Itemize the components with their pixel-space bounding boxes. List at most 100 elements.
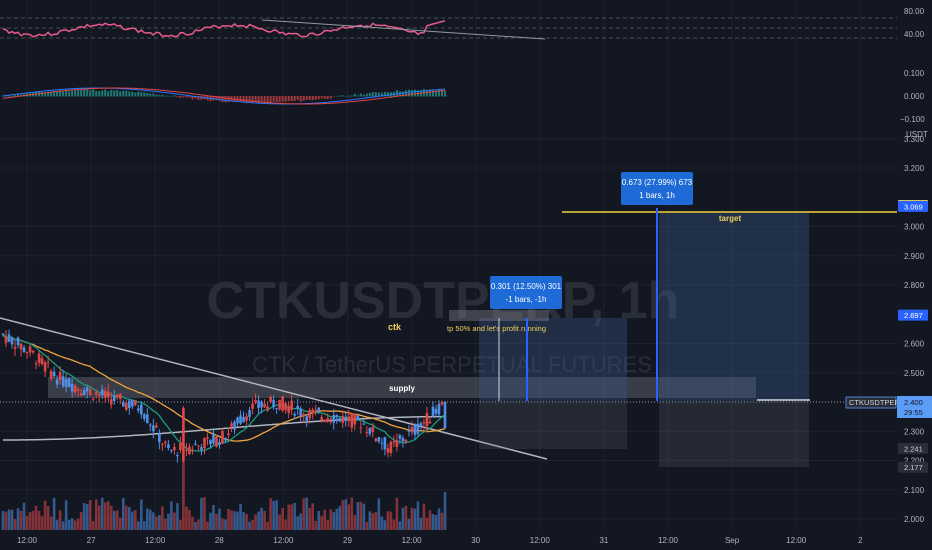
drawings[interactable]: supply tp 50% and let's profit running c…: [0, 172, 897, 467]
tp1-profit-zone[interactable]: [479, 318, 627, 401]
candle: [437, 400, 441, 417]
price-tick: 3.200: [904, 164, 925, 173]
candle: [73, 383, 77, 396]
measure2-box[interactable]: [621, 172, 693, 205]
volume-bar: [272, 500, 275, 530]
candles[interactable]: [1, 329, 447, 463]
price-axis[interactable]: USDT 3.300 3.200 3.000 2.900 2.800 2.600 2.500…: [904, 130, 928, 524]
candle: [179, 436, 182, 454]
candle: [443, 400, 447, 429]
volume-bar: [61, 521, 65, 530]
volume-bar: [293, 503, 296, 530]
target-stop-zone[interactable]: [659, 401, 809, 467]
candle: [130, 398, 134, 410]
candle: [152, 418, 155, 439]
candle: [4, 330, 8, 348]
candle: [311, 407, 315, 420]
candle: [40, 355, 44, 366]
candle: [308, 407, 311, 424]
volume-bar: [401, 507, 405, 530]
rsi-level-80: 80.00: [904, 7, 925, 16]
candle: [31, 349, 35, 355]
volume-bar: [239, 503, 242, 530]
volume-bar: [302, 498, 305, 530]
volume-bar: [158, 515, 161, 530]
target-profit-zone[interactable]: [659, 213, 809, 401]
volume-bar: [374, 512, 378, 530]
volume-bar: [389, 511, 393, 530]
candle: [76, 386, 80, 397]
price-tick: 2.900: [904, 252, 925, 261]
last-price-tag[interactable]: CTKUSDTPERP 2.400 29:55: [845, 396, 932, 418]
candle: [368, 427, 372, 437]
candle: [215, 434, 218, 448]
volume-bar: [281, 507, 284, 530]
candle: [293, 411, 296, 420]
candle: [251, 398, 254, 415]
rsi-trendline: [261, 19, 546, 40]
volume-bar: [335, 508, 339, 530]
candle: [52, 366, 56, 379]
candle: [236, 416, 239, 427]
volume-bar: [350, 497, 354, 530]
candle: [404, 438, 408, 445]
candle: [425, 406, 429, 434]
volume-bar: [118, 517, 122, 530]
candle: [19, 342, 23, 357]
volume-bar: [254, 514, 257, 530]
price-tag: 2.177: [898, 461, 928, 473]
volume-bar: [176, 503, 179, 530]
candle: [43, 360, 47, 378]
measure1-box[interactable]: [490, 276, 562, 309]
tp1-stop-zone[interactable]: [479, 401, 627, 449]
volume-bar: [79, 511, 83, 530]
candle: [233, 419, 236, 435]
candle: [34, 360, 38, 370]
candle: [407, 425, 411, 437]
rsi-panel[interactable]: 80.00 40.00: [0, 7, 925, 40]
candle: [257, 395, 260, 415]
supply-zone[interactable]: [48, 377, 756, 398]
candle: [239, 410, 242, 426]
volume-bar: [314, 520, 318, 530]
time-label: 29: [343, 536, 352, 545]
candle: [106, 384, 110, 402]
candle: [155, 422, 158, 429]
rsi-line: [2, 20, 446, 38]
macd-level-0100: 0.100: [904, 69, 925, 78]
time-label: 12:00: [145, 536, 166, 545]
time-label: 28: [215, 536, 224, 545]
volume-bar: [140, 499, 143, 530]
volume-bar: [437, 508, 441, 530]
time-axis[interactable]: 12:00 27 12:00 28 12:00 29 12:00 30 12:00 31 12:00…: [17, 536, 863, 545]
candle: [121, 399, 125, 407]
volume-bar: [227, 509, 230, 530]
candle: [16, 336, 20, 349]
volume-bar: [94, 499, 98, 530]
candle: [118, 392, 122, 404]
price-tag: 2.697: [898, 309, 928, 321]
candle: [419, 421, 423, 430]
candle: [170, 449, 173, 454]
candle: [284, 401, 287, 414]
volume-bar: [275, 500, 278, 530]
volume-bar: [434, 515, 438, 530]
volume-bar: [203, 497, 206, 530]
volume-bar: [109, 505, 113, 530]
volume-bar: [64, 500, 68, 530]
candle: [194, 440, 197, 446]
time-label: 12:00: [658, 536, 679, 545]
candle: [320, 414, 324, 423]
descending-trendline[interactable]: [0, 317, 548, 460]
volume-bar: [305, 497, 308, 530]
macd-panel[interactable]: 0.100 0.000 −0.100: [2, 69, 925, 124]
volume-bar: [143, 521, 146, 530]
volume-bar: [428, 510, 432, 530]
candle: [347, 410, 351, 427]
candle: [82, 386, 86, 396]
volume-bar: [170, 501, 173, 530]
candle: [401, 435, 405, 448]
candle: [371, 423, 375, 438]
volume-bar: [287, 504, 290, 530]
